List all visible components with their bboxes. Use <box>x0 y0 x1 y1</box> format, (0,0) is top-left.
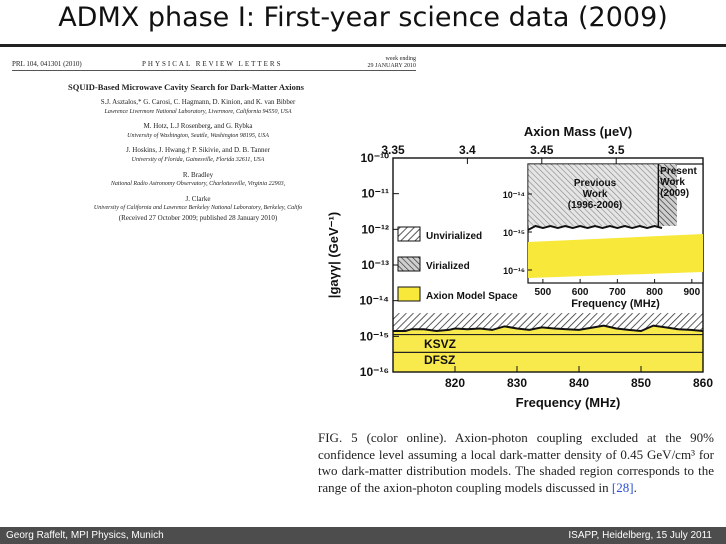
caption-text: FIG. 5 (color online). Axion-photon coup… <box>318 430 714 495</box>
y-tick-label: 10⁻¹⁵ <box>360 329 389 343</box>
legend: Unvirialized Virialized Axion Model Space <box>397 226 518 302</box>
axion-exclusion-figure: KSVZDFSZ10⁻¹⁰10⁻¹¹10⁻¹²10⁻¹³10⁻¹⁴10⁻¹⁵10… <box>326 124 713 410</box>
journal-name: PHYSICAL REVIEW LETTERS <box>142 60 283 68</box>
y-tick-label: 10⁻¹² <box>361 222 389 236</box>
author-names: J. Clarke <box>185 194 211 203</box>
received-line: (Received 27 October 2009; published 28 … <box>118 213 278 222</box>
y-tick-label: 10⁻¹⁶ <box>360 365 389 379</box>
date-label: 29 JANUARY 2010 <box>367 63 416 69</box>
y-tick-label: 10⁻¹³ <box>361 258 389 272</box>
axion-model-band <box>393 323 703 372</box>
top-tick-label: 3.45 <box>530 143 554 157</box>
top-axis-label: Axion Mass (μeV) <box>524 124 632 139</box>
legend-swatch <box>397 226 421 242</box>
inset-x-tick-label: 500 <box>535 287 552 298</box>
inset-previous-label: Previous <box>574 178 617 189</box>
exclusion-region <box>393 313 703 331</box>
inset-model-band <box>528 234 703 278</box>
inset-limit-line <box>527 224 663 231</box>
y-tick-label: 10⁻¹⁰ <box>361 151 390 165</box>
issue-date: week ending 29 JANUARY 2010 <box>368 56 416 70</box>
legend-swatch <box>397 286 421 302</box>
main-plot: KSVZDFSZ10⁻¹⁰10⁻¹¹10⁻¹²10⁻¹³10⁻¹⁴10⁻¹⁵10… <box>326 124 713 410</box>
week-label: week ending <box>385 56 417 62</box>
x-axis-label: Frequency (MHz) <box>516 395 621 410</box>
author-affiliation: Lawrence Livermore National Laboratory, … <box>104 108 292 115</box>
footer-event: ISAPP, Heidelberg, 15 July 2011 <box>568 530 712 541</box>
inset-x-tick-label: 700 <box>609 287 626 298</box>
author-affiliation: University of California and Lawrence Be… <box>93 205 303 212</box>
inset-previous-label-2: Work <box>583 189 608 200</box>
inset-x-tick-label: 800 <box>646 287 663 298</box>
inset-present-label-3: (2009) <box>660 188 689 199</box>
inset-x-axis-label: Frequency (MHz) <box>571 298 660 310</box>
top-tick-label: 3.4 <box>459 143 476 157</box>
legend-label: Virialized <box>426 261 470 272</box>
author-names: M. Hotz, L.J Rosenberg, and G. Rybka <box>143 122 253 131</box>
x-tick-label: 860 <box>693 376 713 390</box>
citation: PRL 104, 041301 (2010) <box>12 60 82 68</box>
inset-x-tick-label: 600 <box>572 287 589 298</box>
inset-plot: 10⁻¹⁴ 10⁻¹⁵ 10⁻¹⁶ 500 600 700 800 900 Frequency … <box>503 163 704 310</box>
journal-rule <box>12 70 416 71</box>
author-names: S.J. Asztalos,* G. Carosi, C. Hagmann, D… <box>100 98 296 106</box>
y-tick-label: 10⁻¹⁴ <box>359 294 389 308</box>
footer-author: Georg Raffelt, MPI Physics, Munich <box>6 530 164 541</box>
ksvz-label: KSVZ <box>424 337 456 351</box>
author-list: S.J. Asztalos,* G. Carosi, C. Hagmann, D… <box>28 98 368 224</box>
inset-y-tick-label: 10⁻¹⁶ <box>503 266 525 276</box>
inset-present-region <box>658 164 677 226</box>
x-tick-label: 820 <box>445 376 465 390</box>
top-tick-label: 3.5 <box>608 143 625 157</box>
author-names: J. Hoskins, J. Hwang,† P. Sikivie, and D… <box>126 146 270 155</box>
legend-swatch <box>397 256 421 272</box>
inset-present-label: Present <box>660 166 697 177</box>
inset-previous-region <box>528 164 659 226</box>
inset-y-tick-label: 10⁻¹⁴ <box>503 190 525 200</box>
top-tick-label: 3.35 <box>381 143 405 157</box>
x-tick-label: 830 <box>507 376 527 390</box>
author-affiliation: University of Florida, Gainesville, Flor… <box>131 156 265 163</box>
inset-x-tick-label: 900 <box>683 287 700 298</box>
author-affiliation: National Radio Astronomy Observatory, Ch… <box>110 181 286 188</box>
dfsz-label: DFSZ <box>424 353 455 367</box>
caption-reference-link[interactable]: [28] <box>611 479 634 495</box>
paper-title: SQUID-Based Microwave Cavity Search for … <box>68 82 304 92</box>
title-rule <box>0 44 726 47</box>
figure-caption: FIG. 5 (color online). Axion-photon coup… <box>318 430 714 496</box>
inset-y-tick-label: 10⁻¹⁵ <box>503 228 525 238</box>
inset-previous-label-3: (1996-2006) <box>568 200 622 211</box>
y-axis-label: |gaγγ| (GeV⁻¹) <box>326 212 341 298</box>
exclusion-limit-line <box>393 324 704 333</box>
legend-label: Unvirialized <box>426 231 482 242</box>
inset-present-label-2: Work <box>660 177 685 188</box>
legend-label: Axion Model Space <box>426 291 518 302</box>
slide-title: ADMX phase I: First-year science data (2… <box>58 2 668 33</box>
author-affiliation: University of Washington, Seattle, Washi… <box>127 132 269 139</box>
y-tick-label: 10⁻¹¹ <box>361 187 389 201</box>
journal-header: PRL 104, 041301 (2010) PHYSICAL REVIEW L… <box>12 56 416 70</box>
author-names: R. Bradley <box>182 170 214 179</box>
x-tick-label: 840 <box>569 376 589 390</box>
paper-header: PRL 104, 041301 (2010) PHYSICAL REVIEW L… <box>8 48 418 248</box>
x-tick-label: 850 <box>631 376 651 390</box>
footer-bar: Georg Raffelt, MPI Physics, Munich ISAPP… <box>0 527 726 544</box>
caption-period: . <box>633 479 637 495</box>
